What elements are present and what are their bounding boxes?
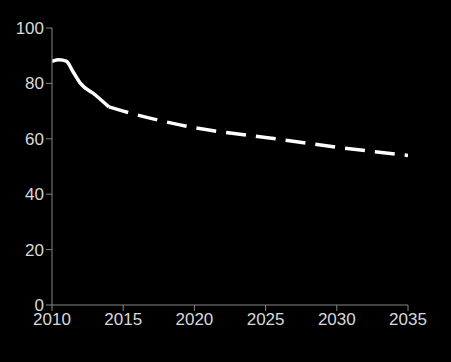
svg-text:2025: 2025 [247, 310, 285, 329]
svg-text:2020: 2020 [175, 310, 213, 329]
svg-text:2030: 2030 [318, 310, 356, 329]
svg-text:2015: 2015 [104, 310, 142, 329]
svg-text:20: 20 [25, 241, 44, 260]
svg-text:80: 80 [25, 74, 44, 93]
svg-text:0: 0 [35, 296, 44, 315]
svg-text:2035: 2035 [389, 310, 427, 329]
svg-text:40: 40 [25, 185, 44, 204]
svg-text:100: 100 [16, 19, 44, 38]
svg-text:2010: 2010 [33, 310, 71, 330]
svg-text:60: 60 [25, 130, 44, 149]
